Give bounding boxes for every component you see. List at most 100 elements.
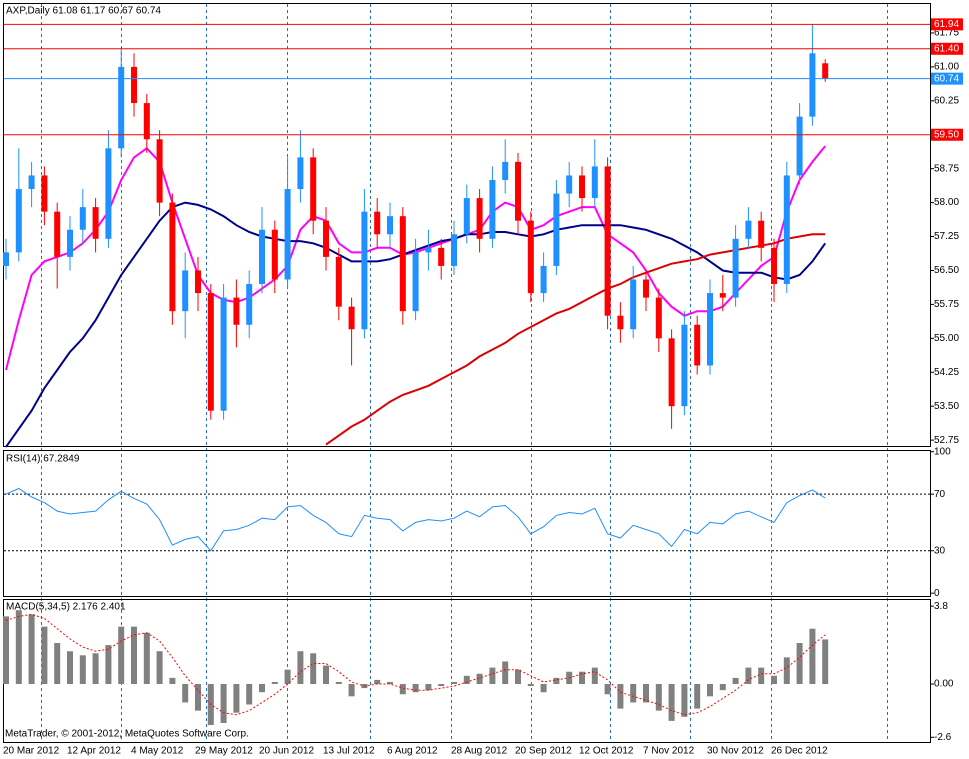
macd-bar — [681, 684, 688, 717]
price-level-label: 61.94 — [934, 19, 959, 30]
x-tick-label: 12 Apr 2012 — [67, 746, 121, 757]
moving-average — [325, 233, 826, 446]
macd-bar — [694, 684, 701, 709]
y-tick-label: 55.75 — [934, 299, 959, 310]
candle-body — [310, 157, 317, 221]
candle-body — [15, 189, 22, 253]
candle-body — [451, 234, 457, 266]
candle-body — [745, 220, 752, 239]
price-level-label: 60.74 — [934, 73, 959, 84]
candle-body — [387, 216, 393, 235]
macd-bar — [540, 684, 547, 693]
x-tick-label: 7 Nov 2012 — [643, 746, 695, 757]
macd-bar — [297, 651, 304, 685]
macd-bar — [220, 684, 227, 723]
panel-title: MACD(5,34,5) 2.176 2.401 — [6, 602, 126, 613]
price-level-box — [931, 72, 963, 85]
candle-body — [3, 252, 9, 266]
candle-body — [758, 220, 765, 248]
candle-body — [796, 116, 803, 176]
candle-body — [259, 229, 265, 285]
candle-body — [783, 175, 790, 285]
y-tick-label: 55.00 — [934, 333, 959, 344]
candle-body — [374, 211, 381, 235]
candle-body — [105, 148, 112, 239]
y-tick-label: -2.6 — [934, 732, 952, 743]
macd-bar — [630, 684, 637, 703]
candle-body — [668, 338, 675, 407]
y-tick-label: 60.25 — [934, 95, 959, 106]
signal-line — [5, 613, 826, 716]
x-tick-label: 20 Mar 2012 — [3, 746, 60, 757]
price-level-box — [931, 18, 963, 31]
macd-bar — [259, 684, 265, 693]
macd-bar — [310, 653, 317, 685]
macd-bar — [604, 684, 611, 695]
candle-body — [156, 139, 163, 203]
macd-bar — [809, 628, 816, 685]
candle-body — [540, 265, 547, 294]
x-tick-label: 13 Jul 2012 — [323, 746, 375, 757]
macd-bar — [553, 677, 560, 685]
macd-bar — [246, 684, 253, 705]
macd-bar — [771, 675, 777, 685]
candle-body — [412, 252, 419, 312]
macd-bar — [438, 684, 445, 687]
macd-bar — [284, 669, 291, 685]
price-level-label: 61.40 — [934, 43, 959, 54]
macd-bar — [796, 643, 803, 685]
macd-bar — [92, 653, 99, 685]
macd-bar — [271, 681, 278, 685]
macd-bar — [335, 681, 342, 685]
y-tick-label: 57.25 — [934, 231, 959, 242]
macd-bar — [783, 657, 790, 685]
candle-body — [438, 247, 445, 266]
x-tick-label: 20 Sep 2012 — [515, 746, 572, 757]
macd-bar — [399, 684, 406, 695]
candle-body — [54, 211, 61, 257]
macd-bar — [758, 667, 765, 685]
rsi-panel — [3, 450, 931, 597]
macd-bar — [668, 684, 675, 721]
macd-bar — [412, 684, 419, 693]
candle-body — [233, 297, 240, 325]
candle-body — [732, 238, 739, 298]
y-tick-label: 58.00 — [934, 197, 959, 208]
macd-bar — [118, 626, 125, 685]
macd-bar — [719, 684, 726, 691]
candle-body — [463, 198, 470, 235]
macd-bar — [515, 669, 521, 685]
y-tick-label: 3.8 — [934, 601, 948, 612]
candle-body — [220, 297, 227, 411]
candle-body — [41, 175, 48, 212]
macd-bar — [579, 671, 585, 685]
macd-bar — [476, 673, 483, 685]
macd-bar — [67, 651, 73, 685]
candle-body — [566, 175, 573, 194]
macd-bar — [348, 684, 355, 697]
x-tick-label: 30 Nov 2012 — [707, 746, 764, 757]
x-tick-label: 28 Aug 2012 — [451, 746, 508, 757]
macd-bar — [323, 665, 329, 685]
y-tick-label: 53.50 — [934, 401, 959, 412]
candle-body — [182, 270, 189, 312]
x-tick-label: 6 Aug 2012 — [387, 746, 438, 757]
candle-body — [771, 247, 777, 285]
macd-bar — [156, 651, 163, 685]
candle-body — [348, 306, 355, 330]
chart-title: AXP,Daily 61.08 61.17 60.67 60.74 — [6, 6, 161, 17]
macd-bar — [182, 684, 189, 703]
candle-body — [630, 279, 637, 330]
macd-bar — [489, 667, 496, 685]
x-tick-label: 4 May 2012 — [131, 746, 184, 757]
candle-body — [67, 229, 73, 257]
candle-body — [515, 161, 521, 221]
candle-body — [489, 179, 496, 239]
macd-bar — [41, 626, 48, 685]
candle-body — [297, 157, 304, 190]
macd-bar — [79, 655, 86, 685]
candle-body — [169, 202, 176, 312]
candle-body — [617, 315, 624, 330]
